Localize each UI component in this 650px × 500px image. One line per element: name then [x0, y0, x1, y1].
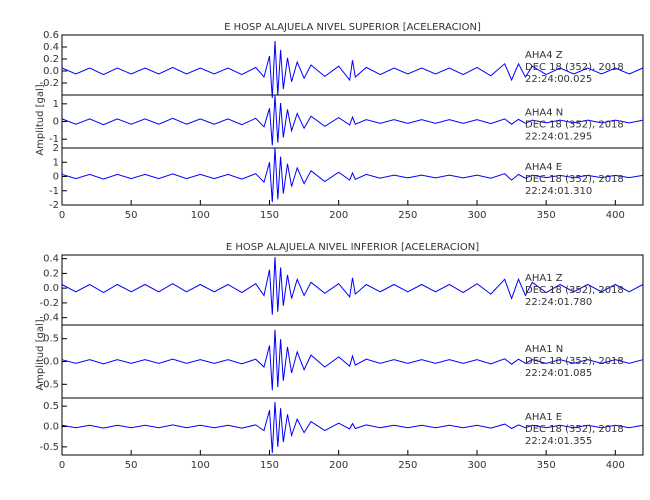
waveform [61, 147, 644, 203]
y-tick-label: -0.2 [39, 78, 59, 89]
station-label: AHA4 N [525, 107, 563, 118]
date-label: DEC 18 (352), 2018 [525, 356, 624, 367]
y-tick-label: 0.0 [43, 66, 59, 77]
time-label: 22:24:01.295 [525, 131, 592, 142]
date-label: DEC 18 (352), 2018 [525, 285, 624, 296]
y-tick-label: 0.4 [43, 254, 59, 265]
x-tick-label: 350 [537, 460, 556, 471]
y-tick-label: 0.4 [43, 42, 59, 53]
x-tick-label: 350 [537, 210, 556, 221]
y-tick-label: -0.4 [39, 313, 59, 324]
x-tick-label: 150 [260, 460, 279, 471]
x-tick-label: 200 [329, 460, 348, 471]
waveform [61, 402, 644, 454]
y-tick-label: 0 [53, 172, 59, 183]
x-tick-label: 400 [606, 210, 625, 221]
y-tick-label: -0.2 [39, 298, 59, 309]
y-tick-label: 1 [53, 99, 59, 110]
time-label: 22:24:01.355 [525, 436, 592, 447]
time-label: 22:24:01.310 [525, 186, 592, 197]
station-label: AHA4 Z [525, 50, 563, 61]
y-tick-label: -0.5 [39, 442, 59, 453]
waveform [61, 257, 644, 315]
waveform [61, 329, 644, 391]
y-tick-label: 1 [53, 157, 59, 168]
x-tick-label: 300 [467, 210, 486, 221]
y-tick-label: -0.5 [39, 379, 59, 390]
x-tick-label: 50 [125, 460, 138, 471]
time-label: 22:24:01.085 [525, 368, 592, 379]
station-label: AHA1 N [525, 344, 563, 355]
date-label: DEC 18 (352), 2018 [525, 424, 624, 435]
time-label: 22:24:01.780 [525, 297, 592, 308]
station-label: AHA1 E [525, 412, 562, 423]
x-tick-label: 250 [398, 460, 417, 471]
y-tick-label: 0 [53, 117, 59, 128]
x-tick-label: 250 [398, 210, 417, 221]
x-tick-label: 300 [467, 460, 486, 471]
x-tick-label: 150 [260, 210, 279, 221]
y-tick-label: -1 [49, 186, 59, 197]
y-tick-label: 0.6 [43, 30, 59, 41]
x-tick-label: 0 [59, 210, 65, 221]
y-tick-label: 0.0 [43, 422, 59, 433]
station-label: AHA4 E [525, 162, 562, 173]
y-axis-label: Amplitud [gal] [35, 319, 46, 390]
y-tick-label: -1 [49, 134, 59, 145]
time-label: 22:24:00.025 [525, 74, 592, 85]
station-label: AHA1 Z [525, 273, 563, 284]
x-tick-label: 200 [329, 210, 348, 221]
y-tick-label: 0.0 [43, 357, 59, 368]
date-label: DEC 18 (352), 2018 [525, 62, 624, 73]
y-tick-label: 0.5 [43, 334, 59, 345]
date-label: DEC 18 (352), 2018 [525, 174, 624, 185]
y-tick-label: 2 [53, 143, 59, 154]
x-tick-label: 100 [191, 210, 210, 221]
waveform [61, 40, 644, 99]
y-tick-label: 0.2 [43, 54, 59, 65]
date-label: DEC 18 (352), 2018 [525, 119, 624, 130]
x-tick-label: 50 [125, 210, 138, 221]
waveform [61, 94, 644, 146]
y-tick-label: 0.2 [43, 268, 59, 279]
y-tick-label: -2 [49, 200, 59, 211]
y-tick-label: 0.5 [43, 401, 59, 412]
x-tick-label: 0 [59, 460, 65, 471]
chart-title: E HOSP ALAJUELA NIVEL INFERIOR [ACELERAC… [226, 242, 479, 253]
chart-title: E HOSP ALAJUELA NIVEL SUPERIOR [ACELERAC… [224, 22, 481, 33]
y-tick-label: 0.0 [43, 283, 59, 294]
x-tick-label: 400 [606, 460, 625, 471]
y-axis-label: Amplitud [gal] [35, 84, 46, 155]
x-tick-label: 100 [191, 460, 210, 471]
